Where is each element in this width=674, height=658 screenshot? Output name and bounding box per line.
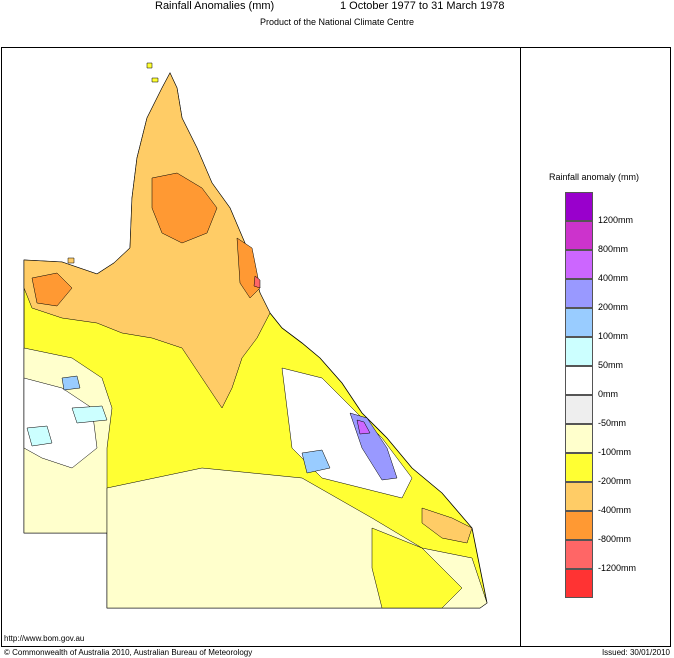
legend-label: 200mm xyxy=(598,302,629,312)
island-b xyxy=(151,77,159,83)
legend-label: -400mm xyxy=(598,505,632,515)
copyright-text: © Commonwealth of Australia 2010, Austra… xyxy=(4,648,253,657)
title-row: Rainfall Anomalies (mm) 1 October 1977 t… xyxy=(0,0,674,14)
legend-label: -50mm xyxy=(598,418,627,428)
south-100-patch xyxy=(371,527,463,609)
legend-swatch xyxy=(565,308,593,337)
patch-400-a xyxy=(151,172,218,244)
legend-swatch xyxy=(565,540,593,569)
legend-label: 100mm xyxy=(598,331,629,341)
east-200-strip xyxy=(421,507,473,544)
patch-800 xyxy=(253,275,261,289)
west-0-region xyxy=(23,377,98,469)
legend-label: -100mm xyxy=(598,447,632,457)
island-a xyxy=(146,62,153,69)
legend-swatch xyxy=(565,453,593,482)
legend-title: Rainfall anomaly (mm) xyxy=(549,172,640,182)
queensland-anomaly-map xyxy=(23,62,488,609)
legend-swatch xyxy=(565,569,593,598)
legend-swatch xyxy=(565,250,593,279)
legend-swatch xyxy=(565,279,593,308)
legend-swatch xyxy=(565,511,593,540)
legend-swatch xyxy=(565,424,593,453)
west-100-patch-a xyxy=(26,425,53,447)
legend-label: 400mm xyxy=(598,273,629,283)
west-100-patch-b xyxy=(71,405,108,424)
legend-label: -200mm xyxy=(598,476,632,486)
east-200-patch xyxy=(301,449,331,474)
legend-swatch xyxy=(565,395,593,424)
legend-swatch xyxy=(565,192,593,221)
legend-swatch xyxy=(565,221,593,250)
west-200-patch xyxy=(61,375,81,391)
north-200-region xyxy=(23,72,271,409)
map-subtitle: Product of the National Climate Centre xyxy=(259,17,415,27)
legend-label: 50mm xyxy=(598,360,624,370)
legend-label: -800mm xyxy=(598,534,632,544)
legend-label: 0mm xyxy=(598,389,618,399)
map-period: 1 October 1977 to 31 March 1978 xyxy=(340,0,505,12)
issued-date: Issued: 30/01/2010 xyxy=(601,648,670,657)
legend-label: 1200mm xyxy=(598,215,634,225)
panel-divider xyxy=(520,47,521,647)
legend-swatch xyxy=(565,482,593,511)
patch-400-b xyxy=(31,272,73,307)
east-800-patch xyxy=(356,419,371,435)
legend-swatch xyxy=(565,366,593,395)
legend-label: 800mm xyxy=(598,244,629,254)
source-url[interactable]: http://www.bom.gov.au xyxy=(4,634,85,643)
legend-label: -1200mm xyxy=(598,563,637,573)
map-frame xyxy=(1,47,671,647)
legend-swatch xyxy=(565,337,593,366)
island-c xyxy=(67,257,75,264)
map-title: Rainfall Anomalies (mm) xyxy=(155,0,275,12)
